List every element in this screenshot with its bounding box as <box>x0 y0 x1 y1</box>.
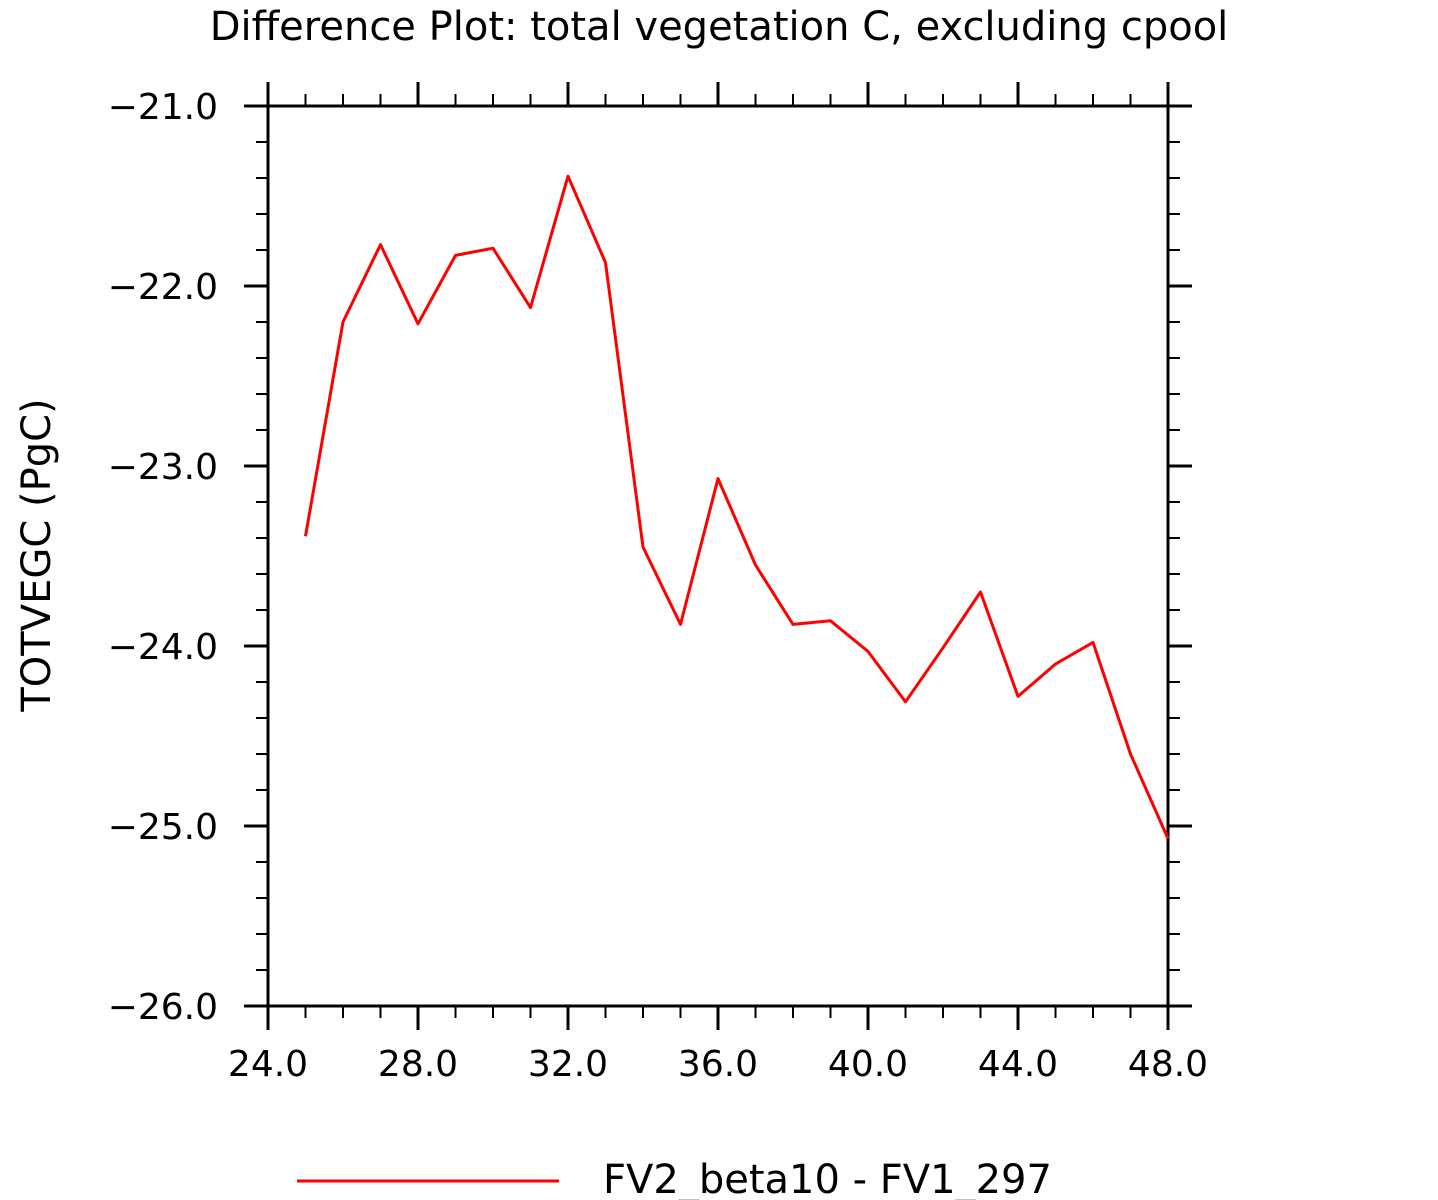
legend-label: FV2_beta10 - FV1_297 <box>603 1157 1052 1200</box>
tick-labels: 24.0 28.0 32.0 36.0 40.0 44.0 48.0 −21.0 −22.0 −2… <box>108 87 1208 1085</box>
y-tick-label: −22.0 <box>108 267 218 308</box>
series-line <box>304 174 1170 840</box>
y-tick-label: −25.0 <box>108 807 218 848</box>
x-tick-label: 48.0 <box>1128 1044 1208 1085</box>
y-tick-label: −21.0 <box>108 87 218 128</box>
plot-frame <box>266 104 1170 1008</box>
x-tick-label: 40.0 <box>828 1044 908 1085</box>
x-tick-label: 44.0 <box>978 1044 1058 1085</box>
x-tick-label: 28.0 <box>378 1044 458 1085</box>
plot-border <box>266 104 1170 1008</box>
x-tick-label: 36.0 <box>678 1044 758 1085</box>
y-tick-label: −24.0 <box>108 627 218 668</box>
y-axis-label: TOTVEGC (PgC) <box>14 398 60 712</box>
x-tick-label: 24.0 <box>228 1044 308 1085</box>
x-tick-label: 32.0 <box>528 1044 608 1085</box>
axis-ticks <box>244 82 1192 1030</box>
y-tick-label: −26.0 <box>108 987 218 1028</box>
chart-title: Difference Plot: total vegetation C, exc… <box>210 4 1229 50</box>
legend: FV2_beta10 - FV1_297 <box>297 1157 1052 1200</box>
y-tick-label: −23.0 <box>108 447 218 488</box>
series-lines <box>304 174 1170 840</box>
